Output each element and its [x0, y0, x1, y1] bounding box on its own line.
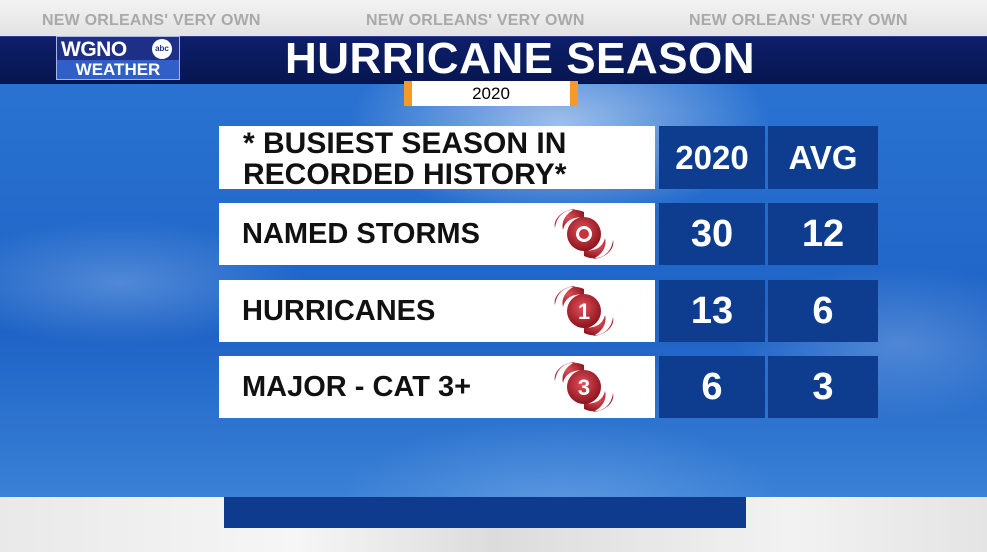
value-avg: 3 — [768, 356, 878, 418]
row-label: HURRICANES — [242, 295, 436, 327]
row-label: MAJOR - CAT 3+ — [242, 371, 472, 403]
lower-third-bar — [224, 497, 746, 528]
table-row: NAMED STORMS — [219, 203, 655, 265]
column-header-avg: AVG — [768, 126, 878, 189]
named-storm-icon — [551, 206, 617, 262]
logo-top — [57, 37, 179, 60]
hurricane-category: 3 — [578, 375, 590, 400]
logo-weather-label: WEATHER — [57, 60, 179, 79]
table-row: HURRICANES 1 — [219, 280, 655, 342]
value-2020: 13 — [659, 280, 765, 342]
tagline: NEW ORLEANS' VERY OWN — [42, 12, 261, 29]
header-line-2: RECORDED HISTORY* — [243, 158, 567, 191]
hurricane-cat1-icon: 1 — [551, 283, 617, 339]
hurricane-cat3-icon: 3 — [551, 359, 617, 415]
value-2020: 6 — [659, 356, 765, 418]
station-logo: WGNO abc WEATHER — [56, 36, 180, 80]
tagline: NEW ORLEANS' VERY OWN — [689, 12, 908, 29]
row-label: NAMED STORMS — [242, 218, 480, 250]
table-header-label: * BUSIEST SEASON IN RECORDED HISTORY* — [219, 126, 655, 191]
season-year: 2020 — [412, 81, 570, 106]
value-2020: 30 — [659, 203, 765, 265]
abc-network-icon: abc — [152, 39, 172, 59]
tagline: NEW ORLEANS' VERY OWN — [366, 12, 585, 29]
page-title: HURRICANE SEASON — [284, 34, 756, 83]
value-avg: 6 — [768, 280, 878, 342]
table-row: MAJOR - CAT 3+ 3 — [219, 356, 655, 418]
hurricane-category: 1 — [578, 299, 590, 324]
header-line-1: * BUSIEST SEASON IN — [243, 127, 567, 160]
column-header-2020: 2020 — [659, 126, 765, 189]
top-strip: NEW ORLEANS' VERY OWN NEW ORLEANS' VERY … — [0, 0, 987, 36]
logo-station-name: WGNO — [61, 38, 127, 61]
value-avg: 12 — [768, 203, 878, 265]
